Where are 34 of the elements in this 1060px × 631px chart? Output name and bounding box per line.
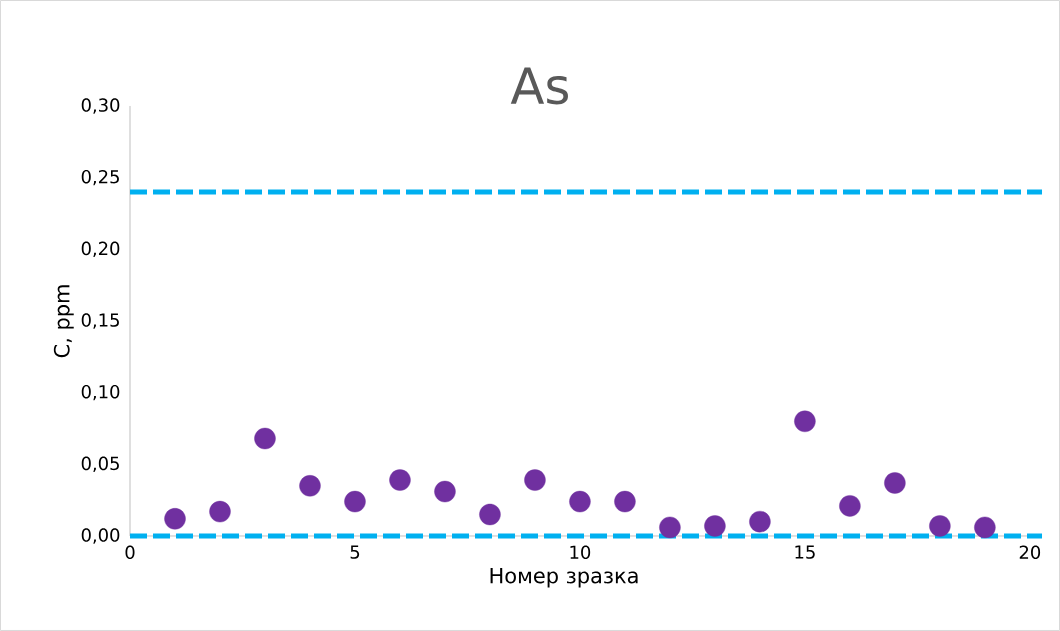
point [389, 469, 411, 491]
point [839, 495, 861, 517]
y-tick-label: 0,05 [81, 456, 119, 473]
point [209, 500, 231, 523]
y-tick-label: 0,00 [81, 528, 120, 544]
point [524, 469, 546, 491]
x-tick-label: 5 [350, 545, 360, 559]
point [569, 490, 591, 513]
point [344, 490, 366, 513]
y-tick-label: 0,20 [81, 241, 120, 258]
x-axis-title: Номер зразка [490, 567, 638, 588]
y-axis-title: C, ppm [53, 285, 74, 358]
point [749, 510, 771, 533]
chart-title: As [510, 67, 568, 105]
point [614, 490, 636, 513]
x-tick-label: 20 [1019, 545, 1041, 560]
point [254, 427, 276, 450]
point [479, 503, 501, 526]
point [929, 515, 951, 537]
point [704, 515, 726, 537]
y-tick-label: 0,10 [81, 384, 120, 401]
point [974, 516, 996, 539]
y-tick-label: 0,15 [81, 313, 119, 329]
x-tick-label: 10 [570, 545, 591, 560]
point [794, 410, 816, 433]
x-tick-label: 0 [125, 545, 135, 560]
y-tick-label: 0,25 [81, 169, 119, 186]
y-tick-label: 0,30 [81, 98, 120, 114]
point [164, 508, 186, 530]
x-tick-label: 15 [795, 545, 815, 559]
point [659, 516, 681, 539]
point [434, 480, 456, 503]
point [299, 475, 321, 497]
point [884, 472, 906, 494]
